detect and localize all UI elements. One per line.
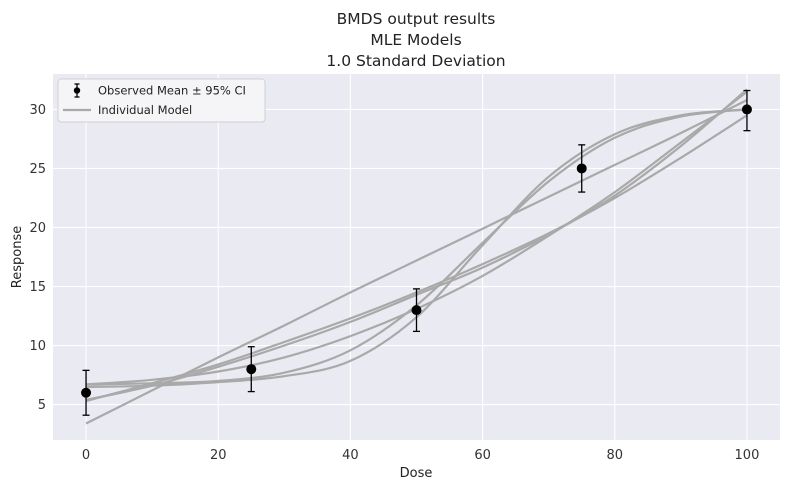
legend-box bbox=[57, 78, 266, 123]
y-axis-label: Response bbox=[10, 226, 25, 288]
title-line-3: 1.0 Standard Deviation bbox=[326, 52, 505, 70]
legend-model-label: Individual Model bbox=[98, 103, 192, 117]
grid bbox=[53, 74, 780, 440]
chart-title: BMDS output results MLE Models 1.0 Stand… bbox=[326, 10, 505, 70]
legend-observed-label: Observed Mean ± 95% CI bbox=[98, 84, 246, 98]
tick-labels: 0 20 40 60 80 100 5 10 15 20 25 30 bbox=[29, 103, 759, 463]
observed-mean-point bbox=[411, 305, 422, 316]
observed-points bbox=[81, 89, 752, 416]
y-tick-label: 30 bbox=[29, 103, 46, 118]
y-tick-label: 5 bbox=[38, 398, 46, 413]
model-curve-1 bbox=[85, 99, 748, 425]
observed-mean-point bbox=[576, 163, 587, 174]
x-tick-label: 20 bbox=[210, 448, 227, 463]
y-tick-label: 25 bbox=[29, 162, 46, 177]
title-line-2: MLE Models bbox=[370, 31, 461, 49]
x-tick-label: 60 bbox=[474, 448, 491, 463]
x-tick-label: 0 bbox=[82, 448, 90, 463]
legend-marker-icon bbox=[73, 87, 81, 94]
observed-mean-point bbox=[81, 387, 92, 398]
x-tick-label: 40 bbox=[342, 448, 359, 463]
legend: Observed Mean ± 95% CI Individual Model bbox=[57, 78, 266, 123]
y-tick-label: 10 bbox=[29, 339, 46, 354]
observed-mean-point bbox=[741, 104, 752, 115]
x-tick-label: 100 bbox=[735, 448, 760, 463]
observed-mean-point bbox=[246, 364, 257, 375]
title-line-1: BMDS output results bbox=[337, 10, 496, 28]
y-tick-label: 20 bbox=[29, 221, 46, 236]
x-axis-label: Dose bbox=[400, 466, 433, 481]
x-tick-label: 80 bbox=[606, 448, 623, 463]
y-tick-label: 15 bbox=[29, 280, 46, 295]
